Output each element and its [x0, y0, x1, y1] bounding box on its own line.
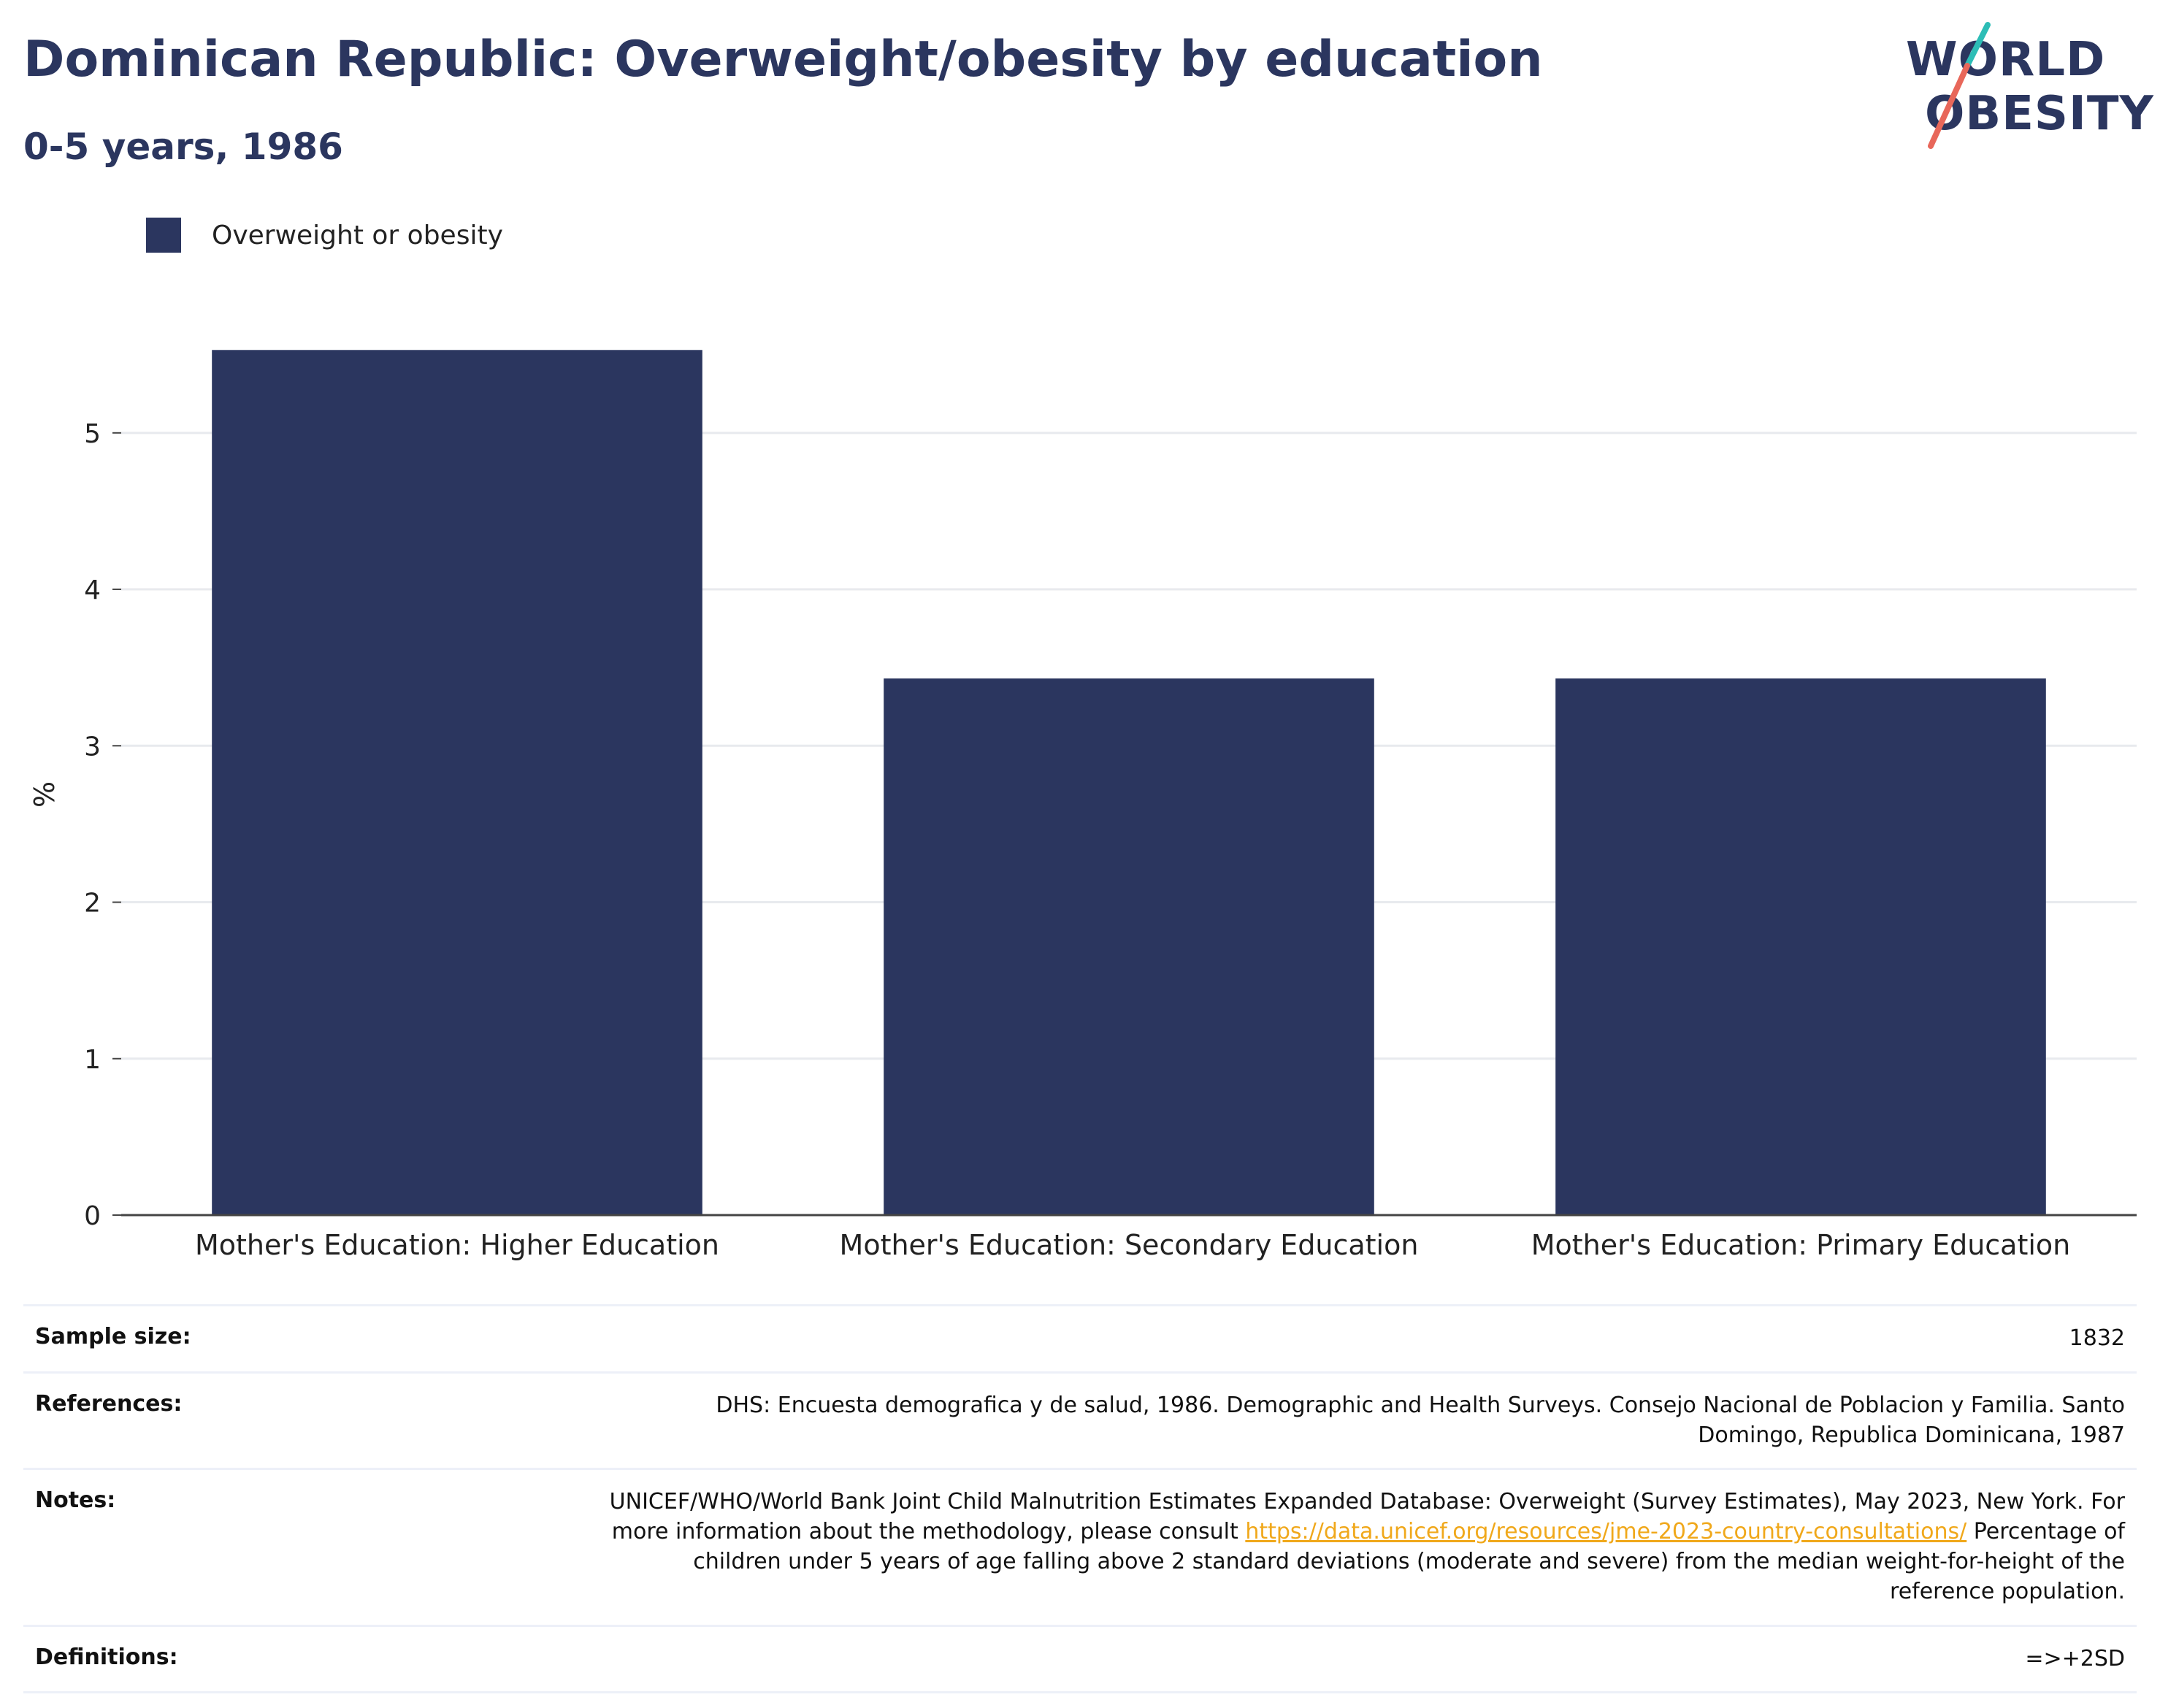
y-ticks: 0 1 2 3 4 5 — [84, 419, 121, 1231]
definitions-label: Definitions: — [35, 1644, 178, 1670]
chart-subtitle: 0-5 years, 1986 — [23, 126, 343, 168]
notes-link[interactable]: https://data.unicef.org/resources/jme-20… — [1245, 1519, 1967, 1545]
y-tick-label: 0 — [84, 1201, 101, 1231]
bar[interactable] — [212, 350, 702, 1215]
logo-line-2: OBESITY — [1925, 87, 2154, 141]
y-tick-label: 2 — [84, 889, 101, 919]
info-row-sample-size: Sample size: 1832 — [23, 1304, 2137, 1371]
info-row-definitions: Definitions: =>+2SD — [23, 1624, 2137, 1694]
logo-line-1: WORLD — [1906, 33, 2106, 87]
y-axis-label: % — [28, 781, 61, 808]
sample-size-label: Sample size: — [35, 1324, 191, 1349]
info-row-references: References: DHS: Encuesta demografica y … — [23, 1371, 2137, 1468]
y-tick-label: 3 — [84, 732, 101, 762]
x-tick-labels: Mother's Education: Higher Education Moth… — [195, 1229, 2070, 1261]
logo-slash-icon — [1928, 22, 1991, 149]
x-tick-label: Mother's Education: Secondary Education — [840, 1229, 1419, 1261]
notes-value: UNICEF/WHO/World Bank Joint Child Malnut… — [606, 1487, 2125, 1606]
world-obesity-logo: WORLD OBESITY — [1906, 20, 2153, 152]
legend-label: Overweight or obesity — [212, 220, 503, 250]
x-tick-label: Mother's Education: Primary Education — [1531, 1229, 2071, 1261]
legend-swatch — [146, 218, 181, 253]
info-table: Sample size: 1832 References: DHS: Encue… — [23, 1304, 2137, 1694]
legend: Overweight or obesity — [146, 218, 503, 253]
x-tick-label: Mother's Education: Higher Education — [195, 1229, 719, 1261]
bar[interactable] — [884, 678, 1374, 1215]
chart-title: Dominican Republic: Overweight/obesity b… — [23, 31, 1543, 88]
bars — [212, 350, 2046, 1215]
y-tick-label: 1 — [84, 1045, 101, 1075]
notes-text-before: UNICEF/WHO/World Bank Joint Child Malnut… — [609, 1489, 2125, 1545]
references-label: References: — [35, 1390, 183, 1417]
bar[interactable] — [1555, 678, 2046, 1215]
references-value: DHS: Encuesta demografica y de salud, 19… — [716, 1392, 2125, 1448]
notes-label: Notes: — [35, 1487, 116, 1514]
info-row-notes: Notes: UNICEF/WHO/World Bank Joint Child… — [23, 1468, 2137, 1624]
notes-text-after: Percentage of children under 5 years of … — [693, 1519, 2125, 1604]
y-tick-label: 4 — [84, 575, 101, 605]
sample-size-value: 1832 — [2069, 1325, 2125, 1351]
y-tick-label: 5 — [84, 419, 101, 449]
definitions-value: =>+2SD — [2025, 1645, 2125, 1671]
bar-chart: % 0 1 2 3 4 5 Mother's Education: Higher Educ… — [28, 350, 2137, 1261]
